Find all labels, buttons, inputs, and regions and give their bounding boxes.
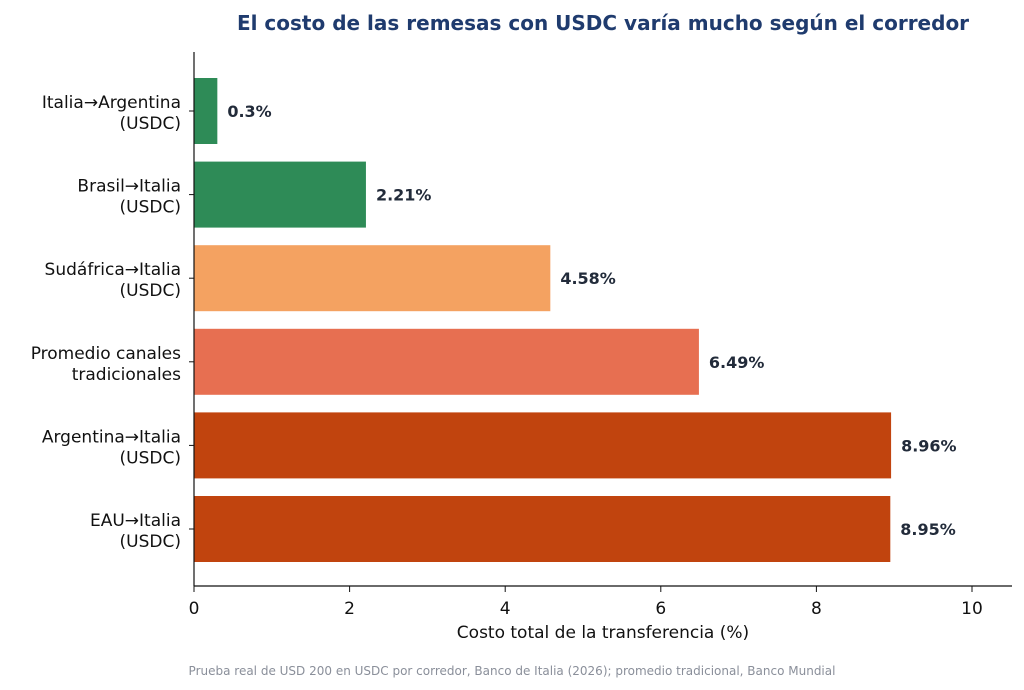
x-axis-ticks: 0 2 4 6 8 10 xyxy=(189,586,983,619)
bar xyxy=(194,412,892,479)
x-tick-label: 0 xyxy=(189,599,200,619)
bar xyxy=(194,245,551,312)
category-labels-group: Italia→Argentina (USDC) Brasil→Italia (USDC… xyxy=(31,93,194,552)
bar-value-label: 4.58% xyxy=(560,269,616,288)
source-note: Prueba real de USD 200 en USDC por corre… xyxy=(189,664,836,678)
x-axis-label: Costo total de la transferencia (%) xyxy=(457,623,749,643)
category-label: Promedio canales tradicionales xyxy=(31,344,181,385)
bars-group xyxy=(194,78,892,562)
bar-value-label: 8.96% xyxy=(901,436,957,455)
x-tick-label: 8 xyxy=(811,599,822,619)
chart-title: El costo de las remesas con USDC varía m… xyxy=(237,11,969,35)
x-tick-label: 6 xyxy=(655,599,666,619)
bar-value-label: 8.95% xyxy=(900,520,956,539)
value-labels-group: 0.3% 2.21% 4.58% 6.49% 8.96% 8.95% xyxy=(227,102,956,539)
bar-value-label: 6.49% xyxy=(709,353,765,372)
bar xyxy=(194,78,218,144)
category-label: EAU→Italia (USDC) xyxy=(90,511,181,552)
category-label: Sudáfrica→Italia (USDC) xyxy=(45,260,181,301)
x-tick-label: 10 xyxy=(961,599,983,619)
category-label: Brasil→Italia (USDC) xyxy=(77,177,181,218)
x-tick-label: 4 xyxy=(500,599,511,619)
bar xyxy=(194,496,891,562)
category-label: Argentina→Italia (USDC) xyxy=(42,427,181,468)
x-tick-label: 2 xyxy=(344,599,355,619)
bar-value-label: 2.21% xyxy=(376,186,432,205)
bar xyxy=(194,328,699,395)
bar-value-label: 0.3% xyxy=(227,102,271,121)
category-label: Italia→Argentina (USDC) xyxy=(42,93,181,134)
bar xyxy=(194,161,366,228)
